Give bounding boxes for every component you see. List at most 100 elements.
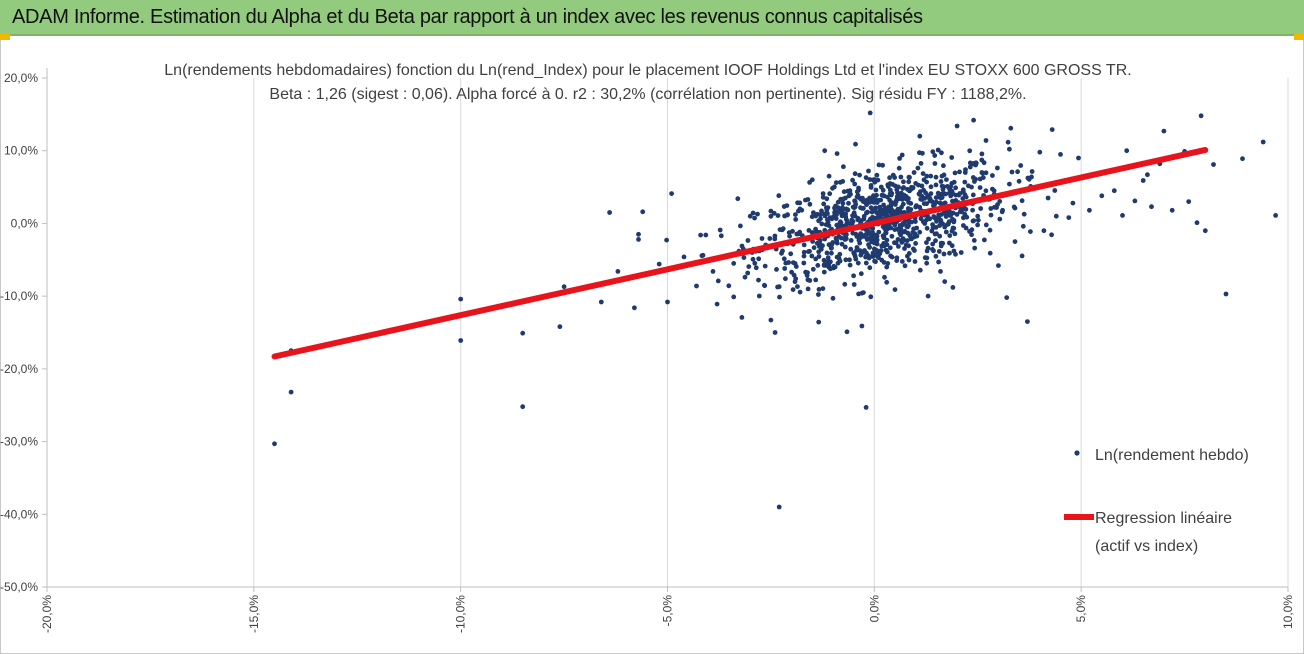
data-point xyxy=(938,179,944,184)
data-point xyxy=(872,206,878,212)
data-point xyxy=(865,197,870,203)
data-point xyxy=(863,260,869,266)
data-point xyxy=(1007,181,1012,187)
data-point xyxy=(883,209,888,215)
data-point xyxy=(910,185,916,191)
data-point xyxy=(742,274,748,280)
data-point xyxy=(926,236,931,242)
data-point xyxy=(810,266,816,272)
corner-marker-left xyxy=(0,34,10,40)
data-point xyxy=(990,173,995,178)
data-point xyxy=(869,209,875,215)
data-point xyxy=(1260,139,1266,145)
data-point xyxy=(853,141,858,147)
data-point xyxy=(829,216,835,222)
data-point xyxy=(905,253,910,259)
data-point xyxy=(768,208,774,214)
data-point xyxy=(944,177,949,183)
data-point xyxy=(756,277,761,283)
data-point xyxy=(797,206,803,212)
data-point xyxy=(870,226,876,231)
data-point xyxy=(868,185,874,190)
data-point xyxy=(756,293,762,299)
data-point xyxy=(861,205,866,211)
data-point xyxy=(809,214,815,220)
data-point xyxy=(929,228,935,234)
data-point xyxy=(1016,178,1022,184)
data-point xyxy=(824,196,830,202)
data-point xyxy=(866,229,872,235)
data-point xyxy=(930,222,935,228)
data-point xyxy=(872,234,878,240)
data-point xyxy=(735,196,741,202)
data-point xyxy=(950,285,956,290)
data-point xyxy=(924,240,929,246)
data-point xyxy=(871,193,876,199)
data-point xyxy=(937,233,943,239)
data-point xyxy=(934,218,939,224)
data-point xyxy=(458,338,464,343)
data-point xyxy=(842,244,848,250)
data-point xyxy=(951,179,957,185)
data-point xyxy=(777,294,782,300)
data-point xyxy=(859,323,865,329)
data-point xyxy=(1186,199,1192,205)
data-point xyxy=(971,117,976,123)
data-point xyxy=(926,193,932,199)
data-point xyxy=(846,193,852,199)
data-point xyxy=(811,245,817,251)
data-point xyxy=(1008,125,1014,131)
data-point xyxy=(830,295,836,301)
data-point xyxy=(825,255,831,261)
data-point xyxy=(887,191,893,197)
data-point xyxy=(780,248,785,254)
data-point xyxy=(918,161,924,166)
chart-title-line-1: Ln(rendements hebdomadaires) fonction du… xyxy=(164,62,1131,79)
data-point xyxy=(852,254,858,259)
data-point xyxy=(1149,204,1154,210)
data-point xyxy=(876,229,882,235)
data-point xyxy=(888,225,894,231)
data-point xyxy=(901,185,906,190)
data-point xyxy=(1058,152,1063,157)
data-point xyxy=(1012,239,1018,245)
data-point xyxy=(698,232,703,238)
data-point xyxy=(933,182,939,188)
data-point xyxy=(925,293,931,299)
data-point xyxy=(836,222,842,227)
data-point xyxy=(520,404,526,410)
data-point xyxy=(1194,220,1200,226)
data-point xyxy=(941,163,946,169)
data-point xyxy=(1019,198,1025,204)
data-point xyxy=(908,207,914,212)
data-point xyxy=(1223,291,1229,297)
data-point xyxy=(681,254,687,260)
data-point xyxy=(910,230,916,235)
data-point xyxy=(636,231,641,237)
data-point xyxy=(933,253,939,259)
data-point xyxy=(1045,195,1051,201)
data-point xyxy=(731,261,737,266)
data-point xyxy=(1140,178,1146,183)
data-point xyxy=(834,151,840,157)
data-point xyxy=(953,251,958,257)
data-point xyxy=(905,238,910,243)
data-point xyxy=(975,213,981,219)
data-point xyxy=(975,222,980,228)
data-point xyxy=(879,192,885,198)
data-point xyxy=(774,267,779,272)
data-point xyxy=(851,282,857,287)
data-point xyxy=(824,250,830,256)
data-point xyxy=(909,219,914,225)
data-point xyxy=(902,263,908,269)
data-point xyxy=(782,266,788,271)
data-point xyxy=(874,241,880,247)
data-point xyxy=(906,257,912,263)
data-point xyxy=(781,204,787,209)
data-point xyxy=(811,210,816,216)
data-point xyxy=(288,389,294,395)
data-point xyxy=(1076,155,1081,161)
data-point xyxy=(906,200,911,205)
data-point xyxy=(983,222,989,228)
data-point xyxy=(768,213,774,219)
